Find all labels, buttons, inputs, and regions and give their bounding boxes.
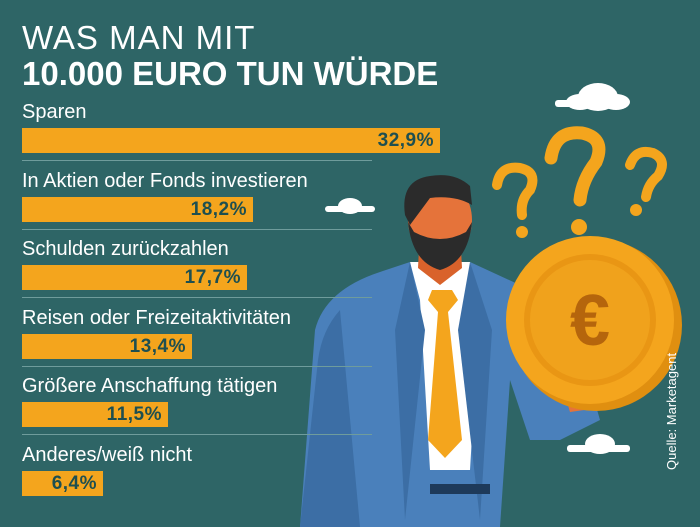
chart-title-line1: WAS MAN MIT <box>22 19 256 56</box>
category-label: Sparen <box>22 101 87 123</box>
divider <box>22 297 372 298</box>
bar: 18,2% <box>22 196 253 222</box>
bar: 17,7% <box>22 265 247 290</box>
divider <box>22 434 372 435</box>
data-label: 17,7% <box>184 267 241 288</box>
category-label: Reisen oder Freizeitaktivitäten <box>22 306 292 329</box>
category-label: In Aktien oder Fonds investieren <box>22 169 308 192</box>
divider <box>22 228 372 230</box>
data-label: 11,5% <box>106 404 162 425</box>
divider <box>22 365 372 367</box>
bar: 32,9% <box>22 128 440 153</box>
category-label: Größere Anschaffung tätigen <box>22 375 278 397</box>
question-mark-icon <box>544 126 606 207</box>
divider <box>22 160 372 161</box>
cloud-icon <box>567 434 630 454</box>
cloud-icon <box>555 83 630 111</box>
svg-text:€: € <box>570 281 610 361</box>
category-label: Schulden zurückzahlen <box>22 238 229 260</box>
data-label: 18,2% <box>190 198 247 220</box>
tie <box>428 290 462 458</box>
data-label: 13,4% <box>129 335 186 357</box>
question-mark-icon <box>625 146 667 202</box>
bar: 11,5% <box>22 402 168 427</box>
question-mark-icon <box>516 226 528 238</box>
bar: 6,4% <box>22 470 103 496</box>
bar: 13,4% <box>22 333 192 359</box>
question-mark-icon <box>492 162 538 220</box>
data-label: 6,4% <box>51 472 97 494</box>
question-mark-icon <box>630 204 642 216</box>
category-label: Anderes/weiß nicht <box>22 443 193 466</box>
question-mark-icon <box>571 219 587 235</box>
cloud-icon <box>325 198 375 214</box>
source-label: Quelle: Marketagent <box>664 352 679 470</box>
chart-title-line2: 10.000 EURO TUN WÜRDE <box>22 55 439 92</box>
data-label: 32,9% <box>377 130 434 151</box>
euro-coin-icon: € <box>506 236 682 411</box>
